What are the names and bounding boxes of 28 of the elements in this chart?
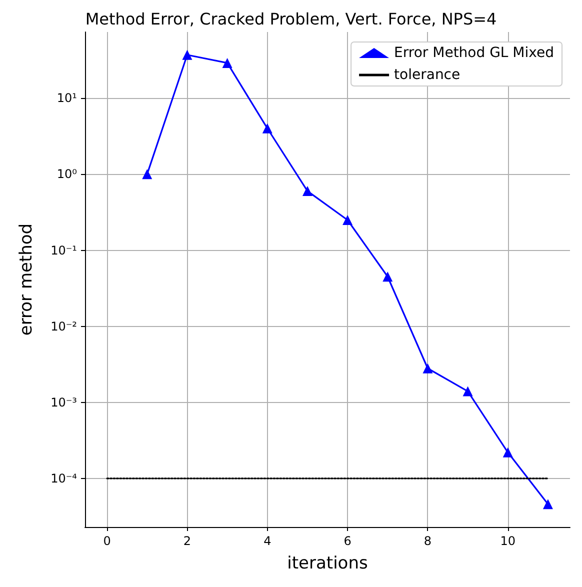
point [422,363,433,374]
x-tick-label: 0 [103,534,111,548]
x-tick-label: 8 [424,534,432,548]
point [182,50,192,60]
y-tick-label: 10⁻² [50,319,78,334]
y-tick-label: 10⁻¹ [50,243,78,258]
x-tick-label: 2 [183,534,192,548]
x-tick-label: 4 [264,534,272,548]
x-axis-title: iterations [287,554,368,574]
point [262,123,272,134]
legend-label: tolerance [394,67,460,83]
point [222,58,232,68]
y-tick-label: 10⁰ [56,167,78,182]
chart-title: Method Error, Cracked Problem, Vert. Force, NPS=4 [85,10,497,28]
legend-label: Error Method GL Mixed [394,45,554,61]
x-tick-label: 10 [500,534,516,548]
y-tick-label: 10⁻⁴ [50,471,78,486]
point [342,214,353,225]
point [462,386,473,396]
y-tick-label: 10⁻³ [50,395,78,410]
point [542,499,553,510]
x-tick-label: 6 [344,534,352,548]
y-axis-title: error method [16,223,36,336]
point [302,186,312,196]
point [142,169,152,180]
point [502,447,513,458]
y-tick-label: 10¹ [56,91,78,106]
point [382,272,393,282]
